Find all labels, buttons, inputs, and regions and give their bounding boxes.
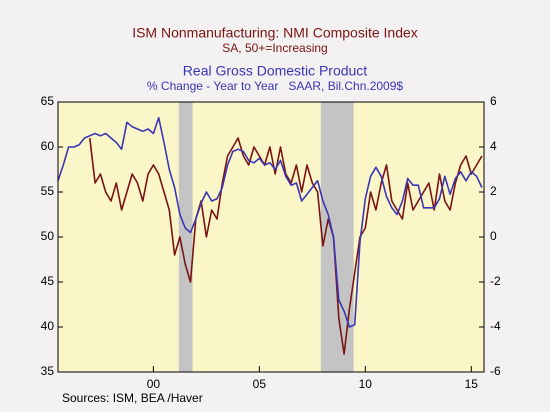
y-tick-label: 40 [41, 319, 55, 333]
recession-shade [178, 102, 193, 372]
plot-area [58, 102, 484, 372]
recession-shade [320, 102, 354, 372]
y-tick-label: 60 [41, 139, 55, 153]
y2-tick-label: -6 [490, 364, 501, 378]
y2-tick-label: -4 [490, 319, 501, 333]
y2-tick-label: 6 [490, 94, 497, 108]
series-line [57, 116, 483, 328]
series-subtitle: SA, 50+=Increasing [222, 41, 327, 55]
plot-frame [57, 101, 485, 373]
y-tick-label: 45 [41, 274, 55, 288]
y2-tick-label: 0 [490, 229, 497, 243]
x-tick-label: 15 [465, 377, 479, 391]
y-tick-label: 35 [41, 364, 55, 378]
series-title: Real Gross Domestic Product [183, 63, 368, 79]
y-tick-label: 65 [41, 94, 55, 108]
x-tick-label: 00 [147, 377, 161, 391]
y-tick-label: 55 [41, 184, 55, 198]
y2-tick-label: 4 [490, 139, 497, 153]
series-subtitle: % Change - Year to Year SAAR, Bil.Chn.20… [147, 79, 403, 93]
series-title: ISM Nonmanufacturing: NMI Composite Inde… [132, 25, 418, 41]
x-tick-label: 05 [253, 377, 267, 391]
y2-tick-label: 2 [490, 184, 497, 198]
y-tick-label: 50 [41, 229, 55, 243]
x-tick-label: 10 [359, 377, 373, 391]
y2-tick-label: -2 [490, 274, 501, 288]
source-note: Sources: ISM, BEA /Haver [62, 391, 203, 405]
